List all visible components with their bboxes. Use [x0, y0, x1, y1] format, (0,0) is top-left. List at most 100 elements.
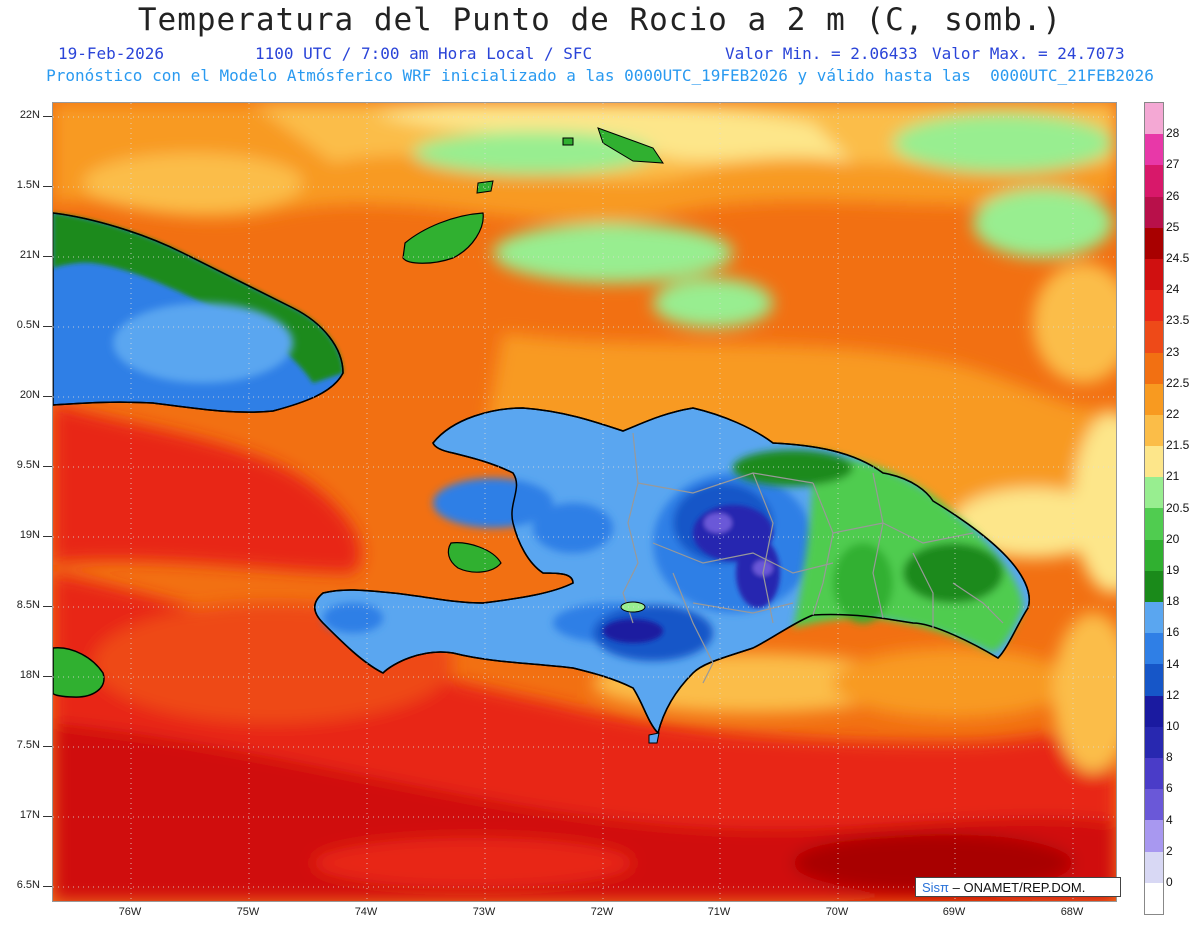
- lat-label-19n: 19N: [19, 529, 40, 541]
- lat-label-17-5n: 7.5N: [16, 739, 40, 751]
- colorbar: [1144, 102, 1164, 915]
- lat-label-22n: 22N: [19, 109, 40, 121]
- colorbar-label: 22: [1166, 407, 1180, 421]
- lat-tick: [43, 886, 52, 887]
- lon-label-74w: 74W: [354, 906, 378, 918]
- lon-label-75w: 75W: [236, 906, 260, 918]
- colorbar-label: 22.5: [1166, 375, 1190, 390]
- colorbar-swatch: [1145, 664, 1163, 696]
- colorbar-label: 24.5: [1166, 251, 1190, 265]
- colorbar-swatch: [1145, 851, 1163, 883]
- lat-tick: [43, 396, 52, 397]
- colorbar-swatch: [1145, 726, 1163, 758]
- cay-island: [476, 180, 494, 194]
- colorbar-label: 20: [1166, 531, 1180, 546]
- lat-label-21n: 21N: [19, 249, 40, 261]
- credit-text: – ONAMET/REP.DOM.: [952, 880, 1086, 895]
- colorbar-swatch: [1145, 570, 1163, 602]
- lat-tick: [43, 606, 52, 607]
- colorbar-swatch: [1145, 539, 1163, 571]
- colorbar-swatch: [1145, 477, 1163, 509]
- colorbar-label: 2: [1166, 843, 1173, 858]
- colorbar-swatch: [1145, 695, 1163, 727]
- lat-tick: [43, 466, 52, 467]
- lon-label-76w: 76W: [118, 906, 142, 918]
- lat-label-20-5n: 0.5N: [16, 319, 40, 331]
- colorbar-swatch: [1145, 757, 1163, 790]
- colorbar-label: 12: [1166, 687, 1180, 702]
- colorbar-label: 14: [1166, 656, 1180, 671]
- colorbar-swatch: [1145, 820, 1163, 852]
- lat-tick: [43, 816, 52, 817]
- colorbar-label: 24: [1166, 282, 1180, 297]
- max-value-label: Valor Max. = 24.7073: [932, 44, 1125, 63]
- lon-label-73w: 73W: [472, 906, 496, 918]
- colorbar-label: 4: [1166, 812, 1173, 827]
- gonave-island: [447, 542, 502, 573]
- colorbar-label: 0: [1166, 875, 1173, 889]
- lat-tick: [43, 326, 52, 327]
- colorbar-swatch: [1145, 633, 1163, 665]
- colorbar-swatch: [1145, 258, 1163, 291]
- colorbar-swatch: [1145, 227, 1163, 259]
- lat-label-19-5n: 9.5N: [16, 459, 40, 471]
- colorbar-swatch: [1145, 352, 1163, 384]
- model-info-line: Pronóstico con el Modelo Atmósferico WRF…: [46, 66, 1154, 85]
- colorbar-label: 23: [1166, 344, 1180, 359]
- lat-label-18-5n: 8.5N: [16, 599, 40, 611]
- lat-tick: [43, 746, 52, 747]
- colorbar-label: 26: [1166, 188, 1180, 203]
- lat-tick: [43, 676, 52, 677]
- lat-label-17n: 17N: [19, 809, 40, 821]
- colorbar-swatch: [1145, 321, 1163, 353]
- colorbar-swatch: [1145, 134, 1163, 166]
- colorbar-swatch: [1145, 290, 1163, 322]
- colorbar-label: 6: [1166, 781, 1173, 796]
- colorbar-label: 10: [1166, 719, 1180, 733]
- lat-tick: [43, 116, 52, 117]
- colorbar-label: 23.5: [1166, 313, 1190, 328]
- colorbar-label: 25: [1166, 219, 1180, 234]
- map-canvas: [53, 103, 1116, 901]
- colorbar-label: 19: [1166, 563, 1180, 577]
- beata-island: [648, 732, 660, 744]
- lat-tick: [43, 536, 52, 537]
- colorbar-label: 27: [1166, 157, 1180, 172]
- colorbar-swatch: [1145, 508, 1163, 540]
- map-title: Temperatura del Punto de Rocio a 2 m (C,…: [137, 2, 1063, 38]
- lat-label-20n: 20N: [19, 389, 40, 401]
- turks-island: [562, 137, 574, 146]
- lat-label-21-5n: 1.5N: [16, 179, 40, 191]
- colorbar-swatch: [1145, 165, 1163, 197]
- cuba-landmass: [53, 212, 344, 413]
- colorbar-label: 16: [1166, 625, 1180, 640]
- lon-label-71w: 71W: [707, 906, 731, 918]
- jamaica-landmass: [53, 647, 105, 698]
- colorbar-swatch: [1145, 383, 1163, 415]
- map-grid: [53, 103, 1116, 901]
- colorbar-swatch: [1145, 196, 1163, 228]
- colorbar-label: 21: [1166, 469, 1180, 484]
- colorbar-swatch: [1145, 789, 1163, 821]
- colorbar-label: 28: [1166, 126, 1180, 141]
- lat-tick: [43, 186, 52, 187]
- lat-label-16-5n: 6.5N: [16, 879, 40, 891]
- dewpoint-map: [52, 102, 1117, 902]
- time-label: 1100 UTC / 7:00 am Hora Local / SFC: [255, 44, 593, 63]
- hispaniola-landmass: [314, 407, 1030, 735]
- date-label: 19-Feb-2026: [58, 44, 164, 63]
- min-value-label: Valor Min. = 2.06433: [725, 44, 918, 63]
- colorbar-swatch: [1145, 414, 1163, 447]
- lat-label-18n: 18N: [19, 669, 40, 681]
- colorbar-label: 21.5: [1166, 438, 1190, 453]
- colorbar-swatch: [1145, 882, 1163, 914]
- inagua-island: [402, 212, 484, 264]
- colorbar-label: 20.5: [1166, 500, 1190, 515]
- credit-box: Sisπ – ONAMET/REP.DOM.: [915, 877, 1121, 897]
- lat-tick: [43, 256, 52, 257]
- caicos-island: [597, 127, 664, 164]
- sispi-logo: Sisπ: [922, 880, 950, 895]
- lon-label-72w: 72W: [590, 906, 614, 918]
- lon-label-69w: 69W: [942, 906, 966, 918]
- lon-label-70w: 70W: [825, 906, 849, 918]
